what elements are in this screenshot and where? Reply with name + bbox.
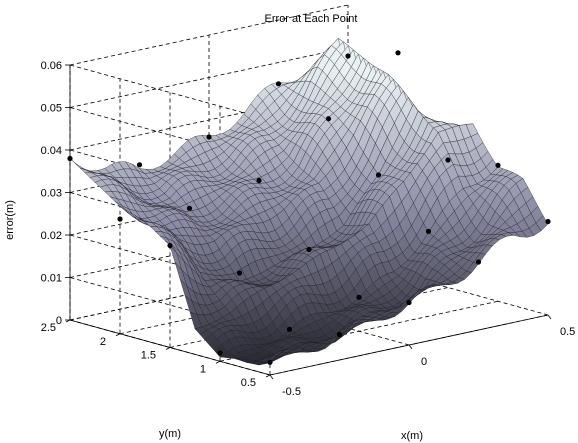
data-point [495, 162, 501, 168]
z-tick-label: 0 [56, 315, 62, 327]
z-tick-label: 0.01 [41, 273, 62, 285]
data-point [136, 162, 143, 168]
data-point [545, 218, 551, 225]
x-tick-label: 0 [421, 356, 427, 368]
data-point [445, 157, 451, 163]
data-point [217, 350, 223, 356]
x-tick-mark [408, 344, 413, 350]
y-tick-mark [65, 319, 71, 323]
z-tick-label: 0.02 [41, 230, 62, 242]
y-tick-label: 2 [100, 336, 106, 348]
y-tick-label: 2.5 [41, 322, 56, 334]
data-point [345, 53, 351, 59]
y-tick-label: 1 [200, 363, 206, 375]
y-tick-label: 0.5 [241, 377, 256, 389]
z-axis-label: error(m) [4, 200, 16, 240]
data-point [236, 270, 243, 276]
y-tick-mark [165, 347, 171, 350]
data-point [306, 246, 312, 253]
data-point [67, 155, 73, 162]
data-point [336, 331, 343, 338]
error-surface [69, 38, 549, 366]
y-axis-label: y(m) [159, 428, 181, 440]
z-tick-label: 0.03 [41, 188, 62, 200]
data-point [186, 205, 193, 211]
x-tick-mark [547, 314, 552, 320]
z-tick-label: 0.06 [41, 60, 62, 72]
data-point [275, 81, 282, 87]
data-point [395, 50, 401, 56]
x-tick-label: 0.5 [560, 326, 575, 338]
grid-line-y-floor [219, 300, 499, 362]
measured-points [67, 50, 551, 365]
data-point [406, 299, 412, 306]
y-tick-mark [265, 374, 271, 378]
y-tick-label: 1.5 [141, 350, 156, 362]
data-point [356, 294, 362, 300]
data-point [117, 216, 123, 222]
x-axis-label: x(m) [401, 430, 423, 442]
data-point [475, 259, 482, 265]
axis-ticks: 0 0.01 0.02 0.03 0.04 0.05 0.06 0.5 1 1.5 2 2.5 -0.5… [41, 60, 576, 398]
data-point [425, 228, 432, 234]
data-point [267, 359, 273, 365]
data-point [375, 172, 382, 178]
x-tick-mark [269, 374, 274, 380]
y-tick-mark [215, 360, 221, 364]
x-tick-label: -0.5 [282, 386, 301, 398]
z-tick-label: 0.04 [41, 145, 62, 157]
y-tick-mark [115, 333, 121, 337]
data-point [325, 116, 332, 122]
surface-patch [535, 215, 549, 232]
z-tick-label: 0.05 [41, 103, 62, 115]
data-point [256, 177, 262, 184]
data-point [286, 326, 293, 332]
data-point [206, 134, 212, 140]
chart-title: Error at Each Point [265, 13, 358, 25]
data-point [167, 242, 173, 249]
